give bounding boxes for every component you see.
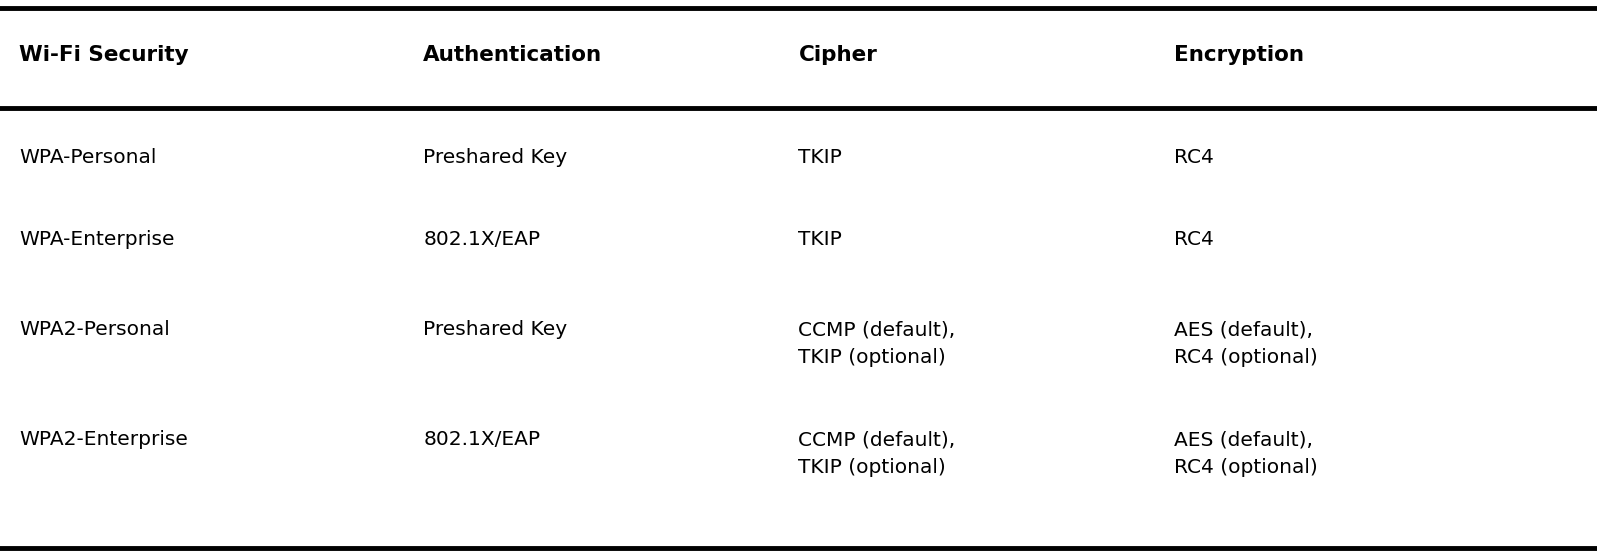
Text: Cipher: Cipher	[798, 45, 877, 65]
Text: CCMP (default),
TKIP (optional): CCMP (default), TKIP (optional)	[798, 430, 955, 477]
Text: AES (default),
RC4 (optional): AES (default), RC4 (optional)	[1174, 430, 1318, 477]
Text: Preshared Key: Preshared Key	[423, 320, 567, 339]
Text: CCMP (default),
TKIP (optional): CCMP (default), TKIP (optional)	[798, 320, 955, 367]
Text: TKIP: TKIP	[798, 230, 842, 249]
Text: WPA2-Personal: WPA2-Personal	[19, 320, 169, 339]
Text: RC4: RC4	[1174, 230, 1214, 249]
Text: WPA-Personal: WPA-Personal	[19, 148, 157, 167]
Text: TKIP: TKIP	[798, 148, 842, 167]
Text: WPA-Enterprise: WPA-Enterprise	[19, 230, 174, 249]
Text: WPA2-Enterprise: WPA2-Enterprise	[19, 430, 188, 449]
Text: 802.1X/EAP: 802.1X/EAP	[423, 230, 540, 249]
Text: 802.1X/EAP: 802.1X/EAP	[423, 430, 540, 449]
Text: Authentication: Authentication	[423, 45, 602, 65]
Text: Encryption: Encryption	[1174, 45, 1303, 65]
Text: Wi-Fi Security: Wi-Fi Security	[19, 45, 188, 65]
Text: RC4: RC4	[1174, 148, 1214, 167]
Text: Preshared Key: Preshared Key	[423, 148, 567, 167]
Text: AES (default),
RC4 (optional): AES (default), RC4 (optional)	[1174, 320, 1318, 367]
